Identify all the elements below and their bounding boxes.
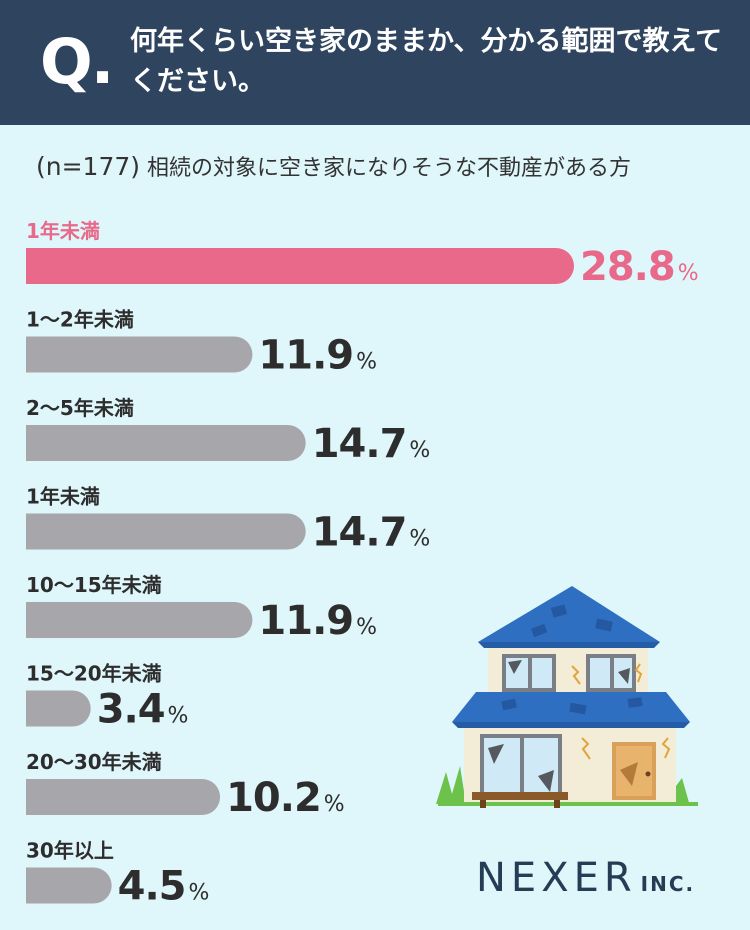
category-label: 1年未満 — [26, 485, 100, 509]
value-label: 10.2% — [226, 775, 345, 821]
category-label: 1～2年未満 — [26, 308, 134, 332]
bar — [26, 690, 91, 727]
value-label: 28.8% — [580, 244, 699, 290]
bar — [26, 248, 574, 284]
logo-suffix: INC. — [640, 872, 696, 896]
bar — [26, 779, 221, 815]
category-label: 20～30年未満 — [26, 750, 162, 774]
bar — [26, 867, 112, 904]
category-label: 1年未満 — [26, 219, 100, 243]
question-mark: Q. — [40, 25, 114, 98]
logo-main: NEXER — [476, 855, 637, 901]
bar — [26, 336, 253, 373]
value-label: 4.5% — [118, 864, 210, 910]
nexer-logo: NEXER INC. — [476, 855, 695, 901]
value-label: 3.4% — [97, 687, 189, 733]
value-label: 11.9% — [258, 333, 377, 379]
bar — [26, 425, 306, 461]
category-label: 30年以上 — [26, 839, 114, 863]
subtitle: (n=177) 相続の対象に空き家になりそうな不動産がある方 — [36, 152, 631, 184]
category-label: 2～5年未満 — [26, 396, 134, 420]
sample-size: (n=177) — [36, 152, 141, 181]
abandoned-house-icon — [436, 586, 698, 808]
bar — [26, 513, 306, 550]
target-group: 相続の対象に空き家になりそうな不動産がある方 — [147, 156, 632, 181]
value-label: 11.9% — [258, 598, 377, 644]
category-label: 10～15年未満 — [26, 573, 162, 597]
value-label: 14.7% — [312, 421, 431, 467]
question-text: 何年くらい空き家のままか、分かる範囲で教えてください。 — [130, 26, 723, 97]
value-label: 14.7% — [312, 510, 431, 556]
category-label: 15～20年未満 — [26, 662, 162, 686]
bar — [26, 602, 253, 638]
question-header: Q. 何年くらい空き家のままか、分かる範囲で教えてください。 — [0, 0, 750, 125]
